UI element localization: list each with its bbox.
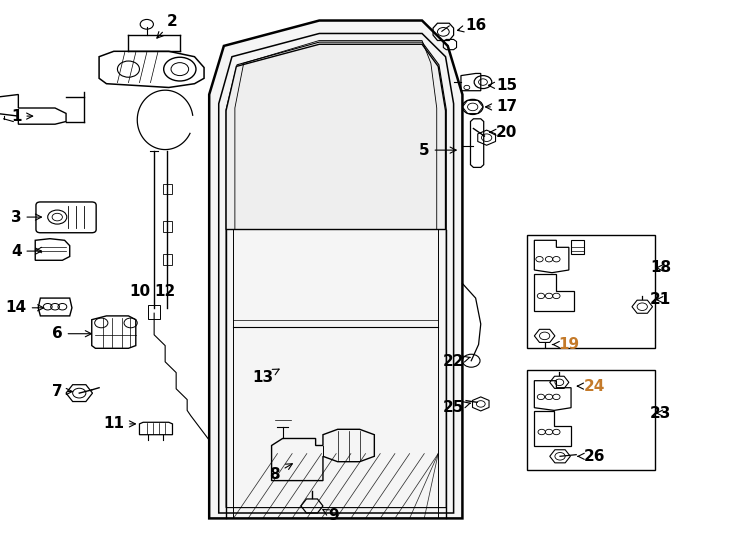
Text: 12: 12 [155, 284, 175, 299]
Bar [163, 184, 172, 194]
Text: 4: 4 [11, 244, 42, 259]
Text: 3: 3 [11, 210, 42, 225]
Bar [527, 235, 655, 348]
Text: 18: 18 [650, 260, 671, 275]
Bar [163, 221, 172, 232]
Text: 7: 7 [52, 384, 73, 399]
Text: 22: 22 [443, 354, 470, 369]
Text: 25: 25 [443, 400, 470, 415]
Bar [362, 152, 393, 177]
Bar [148, 305, 160, 319]
Text: 11: 11 [103, 416, 136, 431]
Text: 15: 15 [488, 78, 517, 93]
Text: 20: 20 [490, 125, 517, 140]
Text: 24: 24 [578, 379, 606, 394]
Text: 2: 2 [157, 14, 178, 38]
Bar [163, 254, 172, 265]
Bar [527, 370, 655, 470]
Text: 19: 19 [553, 337, 579, 352]
Polygon shape [209, 21, 462, 518]
Polygon shape [226, 44, 446, 229]
Text: 26: 26 [578, 449, 606, 464]
Text: 8: 8 [269, 464, 292, 482]
Text: 1: 1 [11, 109, 33, 124]
Text: 6: 6 [52, 326, 92, 341]
Text: 23: 23 [650, 406, 672, 421]
Bar [360, 148, 396, 178]
Text: 17: 17 [485, 99, 517, 114]
Text: 14: 14 [6, 300, 44, 315]
Text: 5: 5 [419, 143, 457, 158]
Bar [275, 408, 291, 427]
Text: 10: 10 [129, 284, 150, 299]
Text: 16: 16 [457, 18, 486, 33]
Text: 13: 13 [252, 369, 279, 386]
Bar [571, 240, 584, 254]
Text: 21: 21 [650, 292, 671, 307]
Text: 9: 9 [323, 508, 339, 523]
